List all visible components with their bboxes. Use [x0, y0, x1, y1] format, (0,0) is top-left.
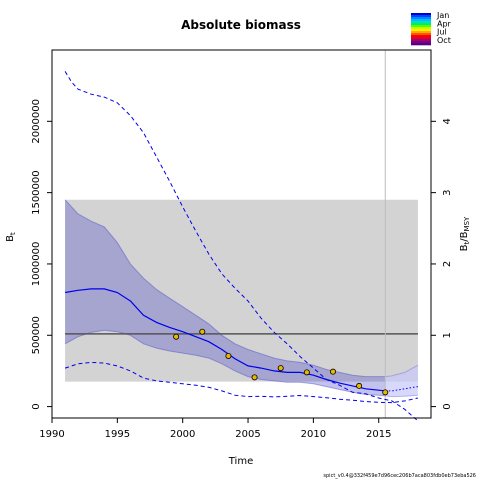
y-axis-right-title: Bt/BMSY	[459, 216, 471, 251]
y-left-tick-label: 2000000	[31, 99, 42, 144]
legend-color-swatch	[411, 27, 431, 30]
x-tick-label: 2000	[170, 429, 195, 440]
legend-label: Jan	[436, 11, 449, 20]
x-tick-label: 2010	[301, 429, 326, 440]
y-left-tick-label: 500000	[31, 316, 42, 354]
plot-area	[64, 50, 419, 422]
legend-color-swatch	[411, 29, 431, 32]
legend-color-swatch	[411, 17, 431, 20]
y-right-tick-label: 1	[442, 332, 453, 338]
legend-label: Oct	[437, 36, 451, 45]
observation-point	[382, 389, 389, 396]
legend-label: Jul	[436, 28, 447, 37]
chart-title: Absolute biomass	[181, 18, 301, 32]
forecast-ci-lower	[385, 394, 418, 398]
observation-point	[356, 382, 363, 389]
legend-color-swatch	[411, 13, 431, 16]
x-tick-label: 2005	[235, 429, 260, 440]
legend-color-swatch	[411, 35, 431, 38]
y-axis-left: 0 500000 1000000 1500000 2000000	[31, 99, 52, 410]
legend-color-swatch	[411, 15, 431, 18]
y-right-title-over: /B	[459, 231, 470, 241]
legend-color-swatch	[411, 25, 431, 28]
observation-point	[329, 368, 336, 375]
y-left-title-main: B	[5, 235, 16, 242]
y-left-tick-label: 1500000	[31, 170, 42, 215]
y-right-tick-label: 0	[442, 403, 453, 409]
legend-color-swatch	[411, 41, 431, 44]
legend-color-swatch	[411, 31, 431, 34]
y-right-tick-label: 3	[442, 189, 453, 195]
x-axis: 1990 1995 2000 2005 2010 2015	[39, 418, 391, 440]
x-tick-label: 1990	[39, 429, 64, 440]
legend-color-swatch	[411, 39, 431, 42]
x-tick-label: 1995	[105, 429, 130, 440]
observation-point	[251, 374, 258, 381]
y-axis-right: 0 1 2 3 4	[431, 118, 453, 410]
legend-color-swatch	[411, 23, 431, 26]
biomass-ci-band	[65, 199, 386, 396]
y-left-tick-label: 0	[31, 403, 42, 409]
biomass-lower-dashed	[64, 361, 419, 404]
footer-text: spict_v0.4@332f459e7d96cec206b7aca803fdb…	[323, 473, 476, 479]
relative-biomass-upper-dashed	[64, 71, 419, 422]
x-axis-title: Time	[228, 456, 253, 467]
legend-color-swatch	[411, 37, 431, 40]
y-left-tick-label: 1000000	[31, 242, 42, 287]
x-tick-label: 2015	[366, 429, 391, 440]
bmsy-band	[65, 199, 418, 382]
y-axis-left-title: Bt	[5, 232, 17, 242]
legend-color-swatch	[411, 43, 431, 46]
legend-color-swatch	[411, 19, 431, 22]
observation-point	[173, 333, 180, 340]
y-right-title-main: B	[459, 244, 470, 251]
legend-color-swatch	[411, 33, 431, 36]
observation-point	[199, 328, 206, 335]
biomass-ci-upper	[64, 199, 386, 378]
forecast-ci-band	[385, 365, 418, 397]
legend-color-swatch	[411, 21, 431, 24]
observation-point	[277, 365, 284, 372]
y-right-tick-label: 4	[442, 118, 453, 124]
biomass-ci-lower	[64, 329, 386, 397]
forecast-ci-upper	[385, 364, 419, 378]
y-left-title-sub: t	[9, 232, 17, 235]
y-right-tick-label: 2	[442, 261, 453, 267]
y-right-title-over-sub: MSY	[463, 216, 471, 231]
y-right-title-sub: t	[463, 241, 471, 244]
observation-point	[225, 352, 232, 359]
observation-point	[303, 369, 310, 376]
plot-frame	[51, 49, 432, 419]
legend-label: Apr	[437, 19, 452, 28]
